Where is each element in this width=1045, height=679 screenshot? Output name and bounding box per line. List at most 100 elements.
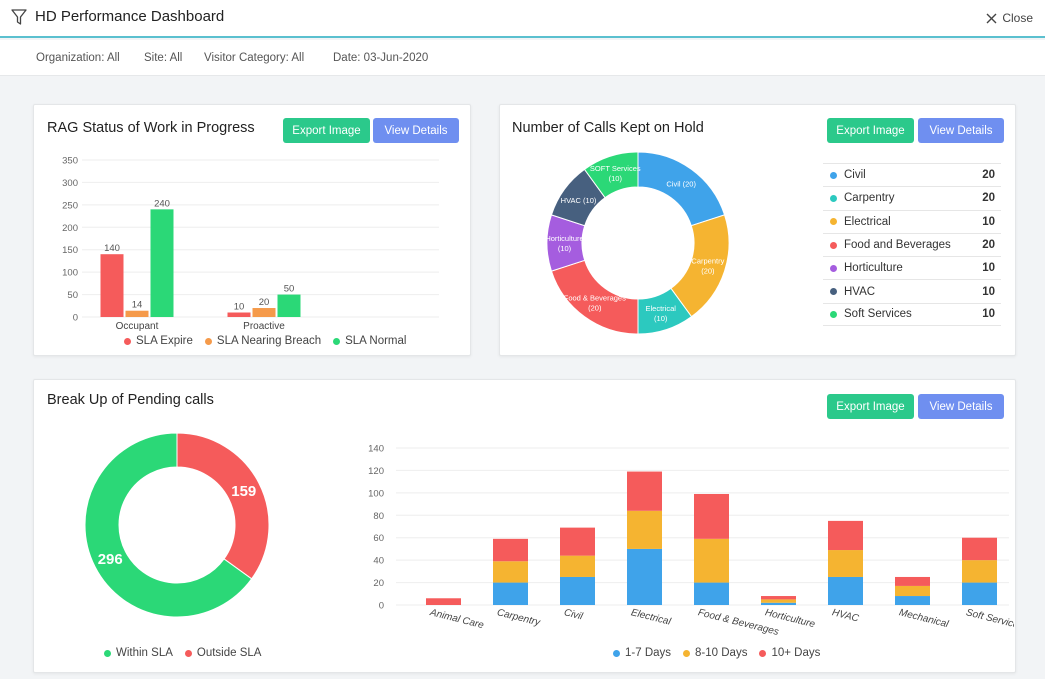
bar-segment[interactable] (560, 527, 595, 556)
legend-row-carpentry[interactable]: Carpentry 20 (823, 186, 1001, 209)
legend-dot (124, 337, 131, 345)
bar-segment[interactable] (493, 561, 528, 583)
pie-slice[interactable] (637, 151, 726, 227)
legend-value: 10 (982, 285, 995, 298)
legend-dot (104, 649, 111, 657)
page-title: HD Performance Dashboard (35, 8, 225, 25)
data-label: 14 (132, 300, 143, 311)
bar-segment[interactable] (962, 582, 997, 605)
pie-slice[interactable] (84, 432, 253, 618)
legend-row-electrical[interactable]: Electrical 10 (823, 209, 1001, 233)
bar-segment[interactable] (493, 582, 528, 605)
bar-segment[interactable] (761, 602, 796, 605)
filter-date[interactable]: Date: 03-Jun-2020 (333, 52, 429, 64)
legend-dot (830, 310, 837, 318)
slice-label: HVAC (10) (561, 196, 597, 205)
legend-row-civil[interactable]: Civil 20 (823, 163, 1001, 186)
legend-item-10-plus-days[interactable]: 10+ Days (759, 647, 820, 659)
bar-segment[interactable] (426, 598, 461, 605)
legend-item-sla-expire[interactable]: SLA Expire (124, 335, 193, 347)
legend-item-1-7-days[interactable]: 1-7 Days (613, 647, 671, 659)
bar-segment[interactable] (694, 493, 729, 539)
data-label: 50 (284, 284, 295, 295)
bar-segment[interactable] (627, 548, 662, 605)
legend-row-food-and-beverages[interactable]: Food and Beverages 20 (823, 232, 1001, 256)
legend-dot (830, 171, 837, 179)
bar-segment[interactable] (828, 520, 863, 551)
slice-value-label: 159 (231, 483, 256, 500)
legend-dot (830, 194, 837, 202)
view-details-button[interactable]: View Details (918, 118, 1004, 143)
bar-segment[interactable] (761, 596, 796, 600)
legend-label: Soft Services (844, 308, 912, 321)
legend-label: SLA Nearing Breach (216, 335, 322, 347)
filter-icon[interactable] (11, 8, 27, 26)
legend-dot (830, 218, 837, 226)
bar[interactable] (125, 310, 149, 317)
slice-value-label: 296 (98, 551, 123, 568)
bar-segment[interactable] (895, 576, 930, 586)
legend-item-outside-sla[interactable]: Outside SLA (184, 647, 262, 659)
bar-segment[interactable] (828, 576, 863, 605)
filter-organization[interactable]: Organization: All (36, 52, 120, 64)
view-details-button[interactable]: View Details (918, 394, 1004, 419)
y-tick-label: 100 (368, 488, 384, 499)
legend-value: 10 (982, 308, 995, 321)
legend-dot (683, 649, 691, 657)
bar-segment[interactable] (560, 555, 595, 577)
y-tick-label: 50 (67, 290, 78, 301)
x-tick-label: Animal Care (428, 607, 485, 631)
slice-label: Horticulture (10) (545, 234, 583, 253)
bar-segment[interactable] (627, 471, 662, 511)
bar-segment[interactable] (761, 599, 796, 603)
legend-dot (204, 337, 212, 345)
pending-calls-title: Break Up of Pending calls (47, 392, 214, 408)
bar-segment[interactable] (895, 596, 930, 605)
legend-item-within-sla[interactable]: Within SLA (104, 647, 173, 659)
rag-bar-chart: 0 50 100 150 200 250 300 350 140 14 240 Occupant 10 2… (62, 156, 439, 332)
legend-row-horticulture[interactable]: Horticulture 10 (823, 256, 1001, 279)
calls-on-hold-card: Number of Calls Kept on Hold Export Imag… (499, 104, 1016, 356)
view-details-button[interactable]: View Details (373, 118, 459, 143)
bar[interactable] (150, 209, 174, 317)
export-image-button[interactable]: Export Image (827, 118, 914, 143)
bar-segment[interactable] (962, 537, 997, 561)
calls-on-hold-title: Number of Calls Kept on Hold (512, 120, 704, 136)
legend-row-hvac[interactable]: HVAC 10 (823, 279, 1001, 302)
rag-status-title: RAG Status of Work in Progress (47, 120, 255, 136)
legend-label: Outside SLA (196, 647, 262, 659)
filter-visitor-category[interactable]: Visitor Category: All (204, 52, 305, 64)
bar-segment[interactable] (895, 585, 930, 597)
bar-segment[interactable] (694, 538, 729, 583)
bar[interactable] (252, 308, 276, 317)
legend-row-soft-services[interactable]: Soft Services 10 (823, 302, 1001, 327)
y-tick-label: 140 (368, 444, 384, 455)
close-button[interactable]: Close (986, 11, 1033, 25)
rag-legend: SLA Expire SLA Nearing Breach SLA Normal (124, 335, 418, 347)
legend-item-8-10-days[interactable]: 8-10 Days (683, 647, 747, 659)
legend-item-sla-nearing-breach[interactable]: SLA Nearing Breach (204, 335, 322, 347)
x-tick-label: Carpentry (496, 607, 542, 629)
export-image-button[interactable]: Export Image (827, 394, 914, 419)
filter-site[interactable]: Site: All (144, 52, 183, 64)
pie-slice[interactable] (583, 151, 639, 199)
bar-segment[interactable] (627, 510, 662, 549)
bar-segment[interactable] (962, 560, 997, 583)
bar-segment[interactable] (828, 550, 863, 577)
legend-value: 10 (982, 215, 995, 228)
bar[interactable] (277, 294, 301, 317)
bar[interactable] (100, 254, 124, 317)
bar-segment[interactable] (560, 576, 595, 605)
bar-segment[interactable] (694, 582, 729, 605)
legend-dot (759, 649, 767, 657)
bar-segment[interactable] (493, 538, 528, 562)
legend-value: 20 (982, 192, 995, 205)
pie-slice[interactable] (176, 432, 270, 580)
legend-item-sla-normal[interactable]: SLA Normal (333, 335, 406, 347)
legend-label: 8-10 Days (695, 647, 748, 659)
legend-label: SLA Normal (345, 335, 407, 347)
slice-label: Food & Beverages (20) (564, 293, 626, 312)
export-image-button[interactable]: Export Image (283, 118, 370, 143)
legend-label: Civil (844, 169, 866, 182)
bar[interactable] (227, 312, 251, 317)
